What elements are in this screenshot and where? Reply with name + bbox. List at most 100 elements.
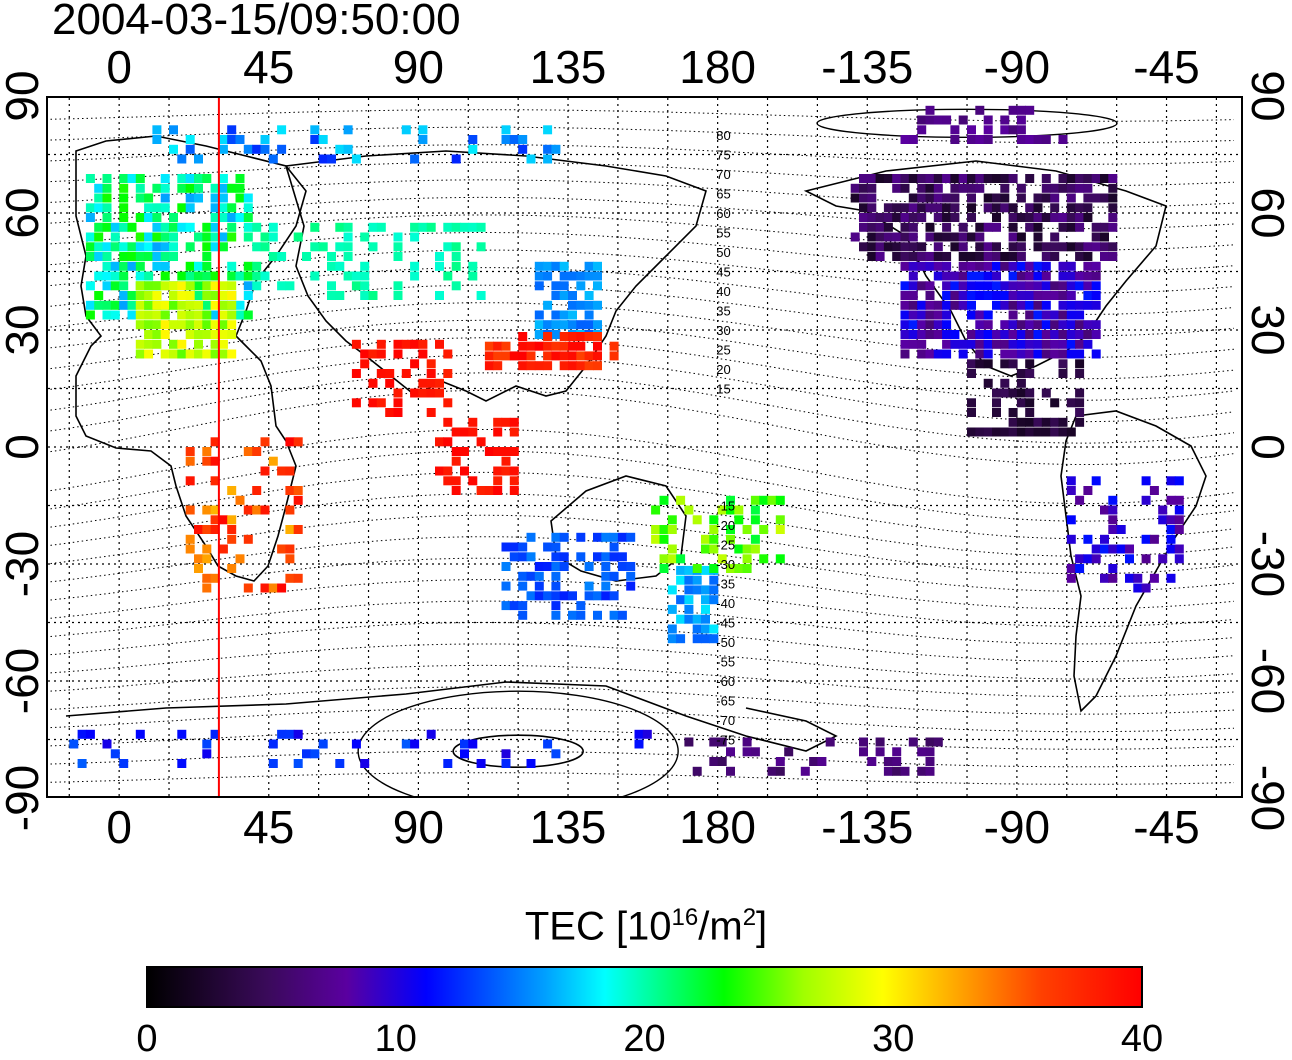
- tec-cell: [218, 349, 228, 359]
- tec-cell: [1016, 349, 1026, 359]
- tec-cell: [975, 330, 985, 339]
- tec-cell: [277, 281, 287, 291]
- tec-cell: [983, 310, 993, 320]
- tec-cell: [144, 349, 154, 359]
- tec-cell: [543, 144, 553, 154]
- tec-cell: [260, 232, 270, 242]
- tec-cell: [102, 300, 112, 310]
- tec-cell: [925, 252, 935, 261]
- tec-cell: [800, 766, 810, 776]
- tec-cell: [194, 330, 203, 339]
- tec-cell: [127, 222, 137, 232]
- tec-cell: [210, 476, 220, 486]
- tec-cell: [551, 552, 561, 562]
- tec-cell: [709, 534, 719, 544]
- tec-cell: [451, 447, 461, 456]
- tec-cell: [1058, 359, 1068, 369]
- tec-cell: [185, 183, 195, 193]
- tec-cell: [775, 515, 785, 525]
- tec-cell: [169, 291, 178, 300]
- tec-cell: [1058, 271, 1068, 281]
- tec-cell: [460, 427, 469, 437]
- tec-cell: [883, 222, 893, 232]
- bottom-longitude-tick: 90: [392, 801, 444, 853]
- tec-cell: [501, 125, 511, 135]
- tec-cell: [185, 144, 195, 154]
- tec-cell: [1083, 261, 1093, 271]
- tec-cell: [1025, 349, 1035, 359]
- tec-cell: [418, 135, 428, 144]
- tec-cell: [177, 222, 187, 232]
- tec-cell: [701, 595, 710, 605]
- tec-cell: [1141, 534, 1151, 544]
- tec-cell: [85, 213, 95, 222]
- tec-cell: [967, 213, 976, 222]
- contour-label: -55: [716, 655, 735, 670]
- tec-cell: [1041, 281, 1051, 291]
- tec-cell: [584, 361, 594, 371]
- tec-cell: [593, 281, 602, 291]
- tec-cell: [310, 749, 320, 759]
- tec-cell: [975, 339, 985, 349]
- tec-cell: [1066, 261, 1076, 271]
- tec-cell: [169, 125, 178, 135]
- tec-cell: [218, 330, 228, 339]
- tec-cell: [518, 144, 528, 154]
- right-latitude-tick: -60: [1242, 647, 1292, 715]
- tec-cell: [227, 300, 237, 310]
- tec-cell: [967, 359, 976, 369]
- tec-cell: [1016, 183, 1026, 193]
- tec-cell: [135, 271, 145, 281]
- tec-cell: [908, 261, 918, 271]
- tec-cell: [135, 291, 145, 300]
- tec-cell: [385, 378, 395, 388]
- tec-cell: [518, 351, 528, 361]
- tec-cell: [152, 213, 162, 222]
- tec-cell: [593, 532, 602, 542]
- tec-cell: [1066, 174, 1076, 183]
- colorbar-title: TEC [1016/m2]: [524, 904, 768, 949]
- tec-cell: [210, 271, 220, 281]
- tec-cell: [468, 222, 478, 232]
- tec-cell: [850, 232, 860, 242]
- tec-cell: [543, 361, 553, 371]
- tec-cell: [252, 144, 262, 154]
- tec-cell: [584, 261, 594, 271]
- tec-cell: [484, 341, 494, 351]
- tec-cell: [576, 281, 586, 291]
- tec-cell: [908, 320, 918, 330]
- tec-cell: [1033, 330, 1043, 339]
- tec-cell: [501, 562, 511, 571]
- tec-cell: [1174, 495, 1184, 505]
- bottom-longitude-tick: -90: [983, 801, 1051, 853]
- tec-cell: [335, 144, 345, 154]
- tec-cell: [967, 427, 976, 437]
- tec-cell: [210, 291, 220, 300]
- tec-cell: [435, 252, 444, 261]
- tec-cell: [393, 388, 403, 398]
- contour-label: -50: [716, 635, 735, 650]
- tec-cell: [177, 339, 187, 349]
- tec-cell: [135, 261, 145, 271]
- magnetic-contour: [46, 161, 1235, 187]
- tec-cell: [1116, 525, 1126, 534]
- tec-cell: [1025, 135, 1035, 144]
- tec-cell: [1149, 573, 1159, 583]
- tec-cell: [277, 144, 287, 154]
- tec-cell: [967, 291, 976, 300]
- tec-cell: [94, 203, 104, 213]
- colorbar-tick: 20: [623, 1018, 666, 1060]
- tec-cell: [543, 125, 553, 135]
- tec-cell: [202, 739, 212, 749]
- contour-labels: 80 75 70 65 60 55 50 45 40 35 30 25 20 15 -15 -20 -25 -30…: [716, 128, 735, 748]
- tec-cell: [958, 174, 968, 183]
- tec-cell: [701, 585, 710, 595]
- tec-cell: [1108, 252, 1118, 261]
- tec-cell: [227, 135, 237, 144]
- tec-cell: [476, 759, 486, 768]
- tec-cell: [509, 417, 519, 427]
- tec-cell: [160, 242, 170, 252]
- tec-cell: [410, 232, 420, 242]
- tec-cell: [202, 525, 212, 534]
- tec-cell: [1016, 115, 1026, 125]
